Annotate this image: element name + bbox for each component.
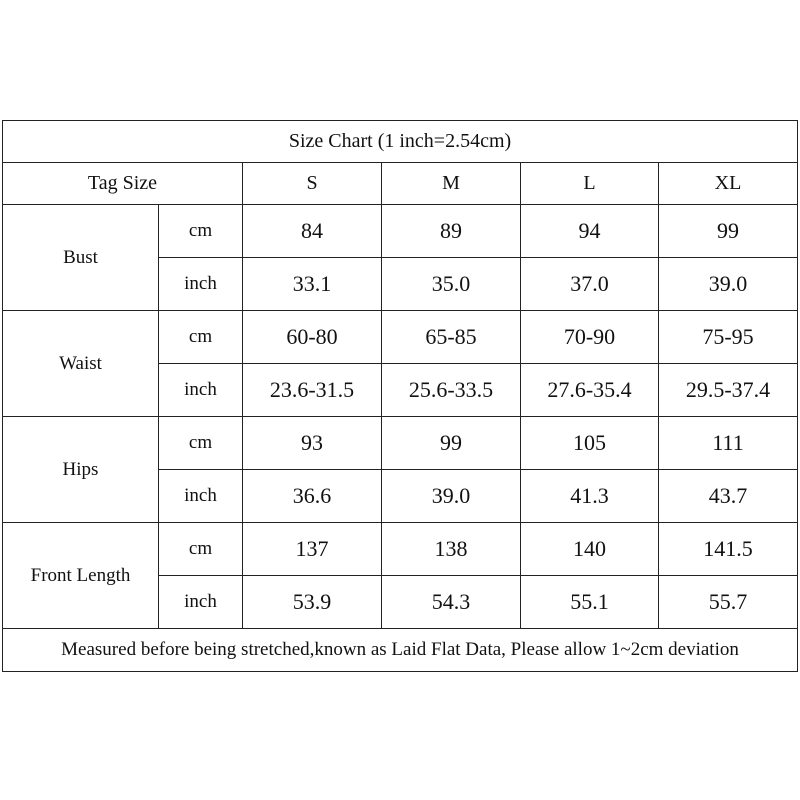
size-value: 23.6-31.5 bbox=[242, 363, 382, 417]
data-row: Hips cm 93 99 105 111 bbox=[2, 416, 799, 523]
size-value: 27.6-35.4 bbox=[520, 363, 659, 417]
measure-name: Front Length bbox=[2, 522, 159, 629]
footnote: Measured before being stretched,known as… bbox=[1, 628, 799, 672]
size-value: 99 bbox=[657, 204, 799, 258]
size-header: XL bbox=[657, 162, 799, 205]
unit: inch bbox=[158, 257, 243, 311]
size-value: 65-85 bbox=[381, 310, 521, 364]
size-value: 70-90 bbox=[520, 310, 659, 364]
unit: cm bbox=[158, 204, 243, 258]
title-row: Size Chart (1 inch=2.54cm) bbox=[1, 120, 799, 163]
measure-name: Bust bbox=[2, 204, 159, 311]
size-value: 60-80 bbox=[242, 310, 382, 364]
data-row: Bust cm 84 89 94 99 bbox=[2, 204, 799, 311]
data-row: inch 53.9 54.3 55.1 55.7 bbox=[3, 575, 799, 629]
unit: cm bbox=[158, 416, 243, 470]
unit: cm bbox=[158, 522, 243, 576]
unit: cm bbox=[158, 310, 243, 364]
size-value: 141.5 bbox=[657, 522, 799, 576]
unit: inch bbox=[158, 575, 243, 629]
size-value: 140 bbox=[520, 522, 659, 576]
size-table: Size Chart (1 inch=2.54cm) Tag Size S M L XL B… bbox=[1, 120, 799, 672]
size-value: 36.6 bbox=[242, 469, 382, 523]
size-value: 99 bbox=[381, 416, 521, 470]
unit: inch bbox=[158, 469, 243, 523]
data-row: Waist cm 60-80 65-85 70-90 75-95 bbox=[2, 310, 799, 417]
unit: inch bbox=[158, 363, 243, 417]
table-title: Size Chart (1 inch=2.54cm) bbox=[1, 120, 799, 163]
size-value: 25.6-33.5 bbox=[381, 363, 521, 417]
header-label: Tag Size bbox=[2, 162, 243, 205]
size-value: 29.5-37.4 bbox=[657, 363, 799, 417]
size-header: S bbox=[242, 162, 382, 205]
measure-name: Hips bbox=[2, 416, 159, 523]
size-value: 35.0 bbox=[381, 257, 521, 311]
size-value: 37.0 bbox=[520, 257, 659, 311]
size-value: 111 bbox=[657, 416, 799, 470]
size-value: 53.9 bbox=[242, 575, 382, 629]
size-value: 55.1 bbox=[520, 575, 659, 629]
head-row: Tag Size S M L XL bbox=[2, 162, 799, 205]
size-value: 43.7 bbox=[657, 469, 799, 523]
data-row: inch 33.1 35.0 37.0 39.0 bbox=[3, 257, 799, 311]
size-value: 94 bbox=[520, 204, 659, 258]
size-value: 75-95 bbox=[657, 310, 799, 364]
size-value: 84 bbox=[242, 204, 382, 258]
size-value: 105 bbox=[520, 416, 659, 470]
size-value: 39.0 bbox=[657, 257, 799, 311]
size-value: 54.3 bbox=[381, 575, 521, 629]
data-row: inch 23.6-31.5 25.6-33.5 27.6-35.4 29.5-37.4 bbox=[3, 363, 799, 417]
size-header: L bbox=[520, 162, 659, 205]
size-value: 89 bbox=[381, 204, 521, 258]
note-row: Measured before being stretched,known as… bbox=[1, 628, 799, 672]
size-value: 138 bbox=[381, 522, 521, 576]
size-value: 33.1 bbox=[242, 257, 382, 311]
size-header: M bbox=[381, 162, 521, 205]
data-row: inch 36.6 39.0 41.3 43.7 bbox=[3, 469, 799, 523]
size-value: 137 bbox=[242, 522, 382, 576]
size-value: 55.7 bbox=[657, 575, 799, 629]
size-chart: Size Chart (1 inch=2.54cm) Tag Size S M L XL B… bbox=[1, 120, 799, 672]
data-row: Front Length cm 137 138 140 141.5 bbox=[2, 522, 799, 629]
size-value: 93 bbox=[242, 416, 382, 470]
size-value: 39.0 bbox=[381, 469, 521, 523]
measure-name: Waist bbox=[2, 310, 159, 417]
size-value: 41.3 bbox=[520, 469, 659, 523]
